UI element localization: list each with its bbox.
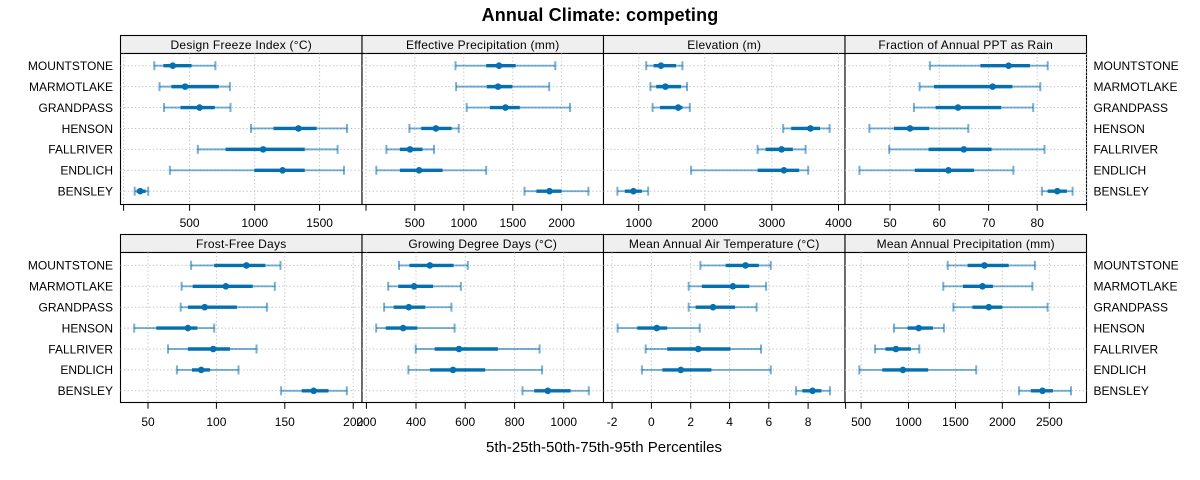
svg-text:800: 800	[505, 415, 525, 429]
svg-text:FALLRIVER: FALLRIVER	[1094, 342, 1159, 356]
svg-text:-2: -2	[607, 415, 618, 429]
svg-text:5th-25th-50th-75th-95th Percen: 5th-25th-50th-75th-95th Percentiles	[486, 439, 722, 456]
svg-text:HENSON: HENSON	[1094, 122, 1145, 136]
svg-text:4: 4	[726, 415, 733, 429]
svg-text:MARMOTLAKE: MARMOTLAKE	[29, 80, 113, 94]
svg-text:Mean Annual Precipitation (mm): Mean Annual Precipitation (mm)	[877, 237, 1055, 251]
svg-text:Fraction of Annual PPT as Rain: Fraction of Annual PPT as Rain	[878, 38, 1053, 52]
svg-text:2000: 2000	[691, 216, 718, 230]
svg-text:BENSLEY: BENSLEY	[58, 185, 113, 199]
svg-text:Frost-Free Days: Frost-Free Days	[196, 237, 286, 251]
svg-text:0: 0	[648, 415, 655, 429]
svg-text:2000: 2000	[989, 415, 1016, 429]
svg-text:400: 400	[406, 415, 426, 429]
svg-text:BENSLEY: BENSLEY	[1094, 384, 1149, 398]
svg-text:GRANDPASS: GRANDPASS	[1094, 101, 1168, 115]
svg-text:MOUNTSTONE: MOUNTSTONE	[1094, 59, 1179, 73]
svg-text:MOUNTSTONE: MOUNTSTONE	[28, 259, 113, 273]
svg-text:GRANDPASS: GRANDPASS	[39, 301, 113, 315]
svg-text:200: 200	[356, 415, 376, 429]
svg-text:8: 8	[805, 415, 812, 429]
svg-text:MARMOTLAKE: MARMOTLAKE	[29, 280, 113, 294]
svg-text:GRANDPASS: GRANDPASS	[1094, 301, 1168, 315]
svg-text:150: 150	[275, 415, 295, 429]
svg-text:ENDLICH: ENDLICH	[60, 363, 113, 377]
svg-text:HENSON: HENSON	[1094, 321, 1145, 335]
svg-text:Design Freeze Index (°C): Design Freeze Index (°C)	[170, 38, 312, 52]
svg-text:1000: 1000	[450, 216, 477, 230]
svg-text:3000: 3000	[758, 216, 785, 230]
svg-text:4000: 4000	[825, 216, 852, 230]
svg-text:Mean Annual Air Temperature (°: Mean Annual Air Temperature (°C)	[629, 237, 820, 251]
svg-text:Growing Degree Days (°C): Growing Degree Days (°C)	[408, 237, 557, 251]
svg-text:1500: 1500	[306, 216, 333, 230]
svg-text:FALLRIVER: FALLRIVER	[1094, 143, 1159, 157]
svg-text:50: 50	[141, 415, 155, 429]
svg-text:1000: 1000	[625, 216, 652, 230]
svg-text:ENDLICH: ENDLICH	[1094, 164, 1147, 178]
svg-text:600: 600	[455, 415, 475, 429]
svg-text:70: 70	[982, 216, 996, 230]
svg-text:200: 200	[343, 415, 363, 429]
svg-text:HENSON: HENSON	[62, 321, 113, 335]
svg-text:FALLRIVER: FALLRIVER	[48, 143, 113, 157]
svg-text:MARMOTLAKE: MARMOTLAKE	[1094, 80, 1178, 94]
svg-text:HENSON: HENSON	[62, 122, 113, 136]
svg-text:500: 500	[405, 216, 425, 230]
svg-text:Effective Precipitation (mm): Effective Precipitation (mm)	[406, 38, 560, 52]
svg-text:Annual Climate: competing: Annual Climate: competing	[482, 5, 719, 25]
svg-text:MARMOTLAKE: MARMOTLAKE	[1094, 280, 1178, 294]
svg-text:1500: 1500	[499, 216, 526, 230]
svg-text:2: 2	[687, 415, 694, 429]
svg-text:MOUNTSTONE: MOUNTSTONE	[1094, 259, 1179, 273]
svg-text:80: 80	[1031, 216, 1045, 230]
svg-text:BENSLEY: BENSLEY	[58, 384, 113, 398]
svg-text:1000: 1000	[550, 415, 577, 429]
svg-text:500: 500	[180, 216, 200, 230]
svg-text:FALLRIVER: FALLRIVER	[48, 342, 113, 356]
svg-text:50: 50	[883, 216, 897, 230]
svg-text:100: 100	[206, 415, 226, 429]
svg-text:2500: 2500	[1036, 415, 1063, 429]
svg-text:6: 6	[765, 415, 772, 429]
svg-text:GRANDPASS: GRANDPASS	[39, 101, 113, 115]
svg-text:1500: 1500	[942, 415, 969, 429]
svg-text:1000: 1000	[241, 216, 268, 230]
svg-text:BENSLEY: BENSLEY	[1094, 185, 1149, 199]
svg-text:60: 60	[933, 216, 947, 230]
svg-text:2000: 2000	[548, 216, 575, 230]
svg-text:MOUNTSTONE: MOUNTSTONE	[28, 59, 113, 73]
svg-text:1000: 1000	[895, 415, 922, 429]
svg-text:ENDLICH: ENDLICH	[1094, 363, 1147, 377]
svg-text:500: 500	[851, 415, 871, 429]
svg-text:ENDLICH: ENDLICH	[60, 164, 113, 178]
svg-text:Elevation (m): Elevation (m)	[687, 38, 761, 52]
